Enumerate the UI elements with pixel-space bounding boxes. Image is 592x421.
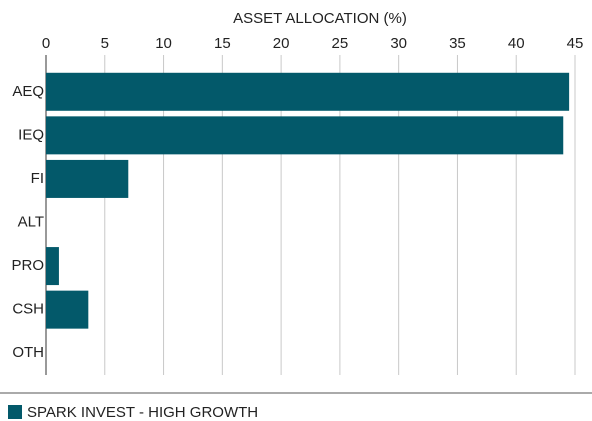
x-tick-label: 10 [155, 35, 172, 52]
bar [46, 72, 570, 111]
x-tick-label: 5 [101, 35, 109, 52]
bar [46, 159, 129, 198]
y-tick-label: OTH [12, 344, 44, 361]
y-tick-label: CSH [12, 301, 44, 318]
y-tick-label: AEQ [12, 83, 44, 100]
x-tick-label: 15 [214, 35, 231, 52]
x-tick-label: 25 [332, 35, 349, 52]
y-tick-label: PRO [11, 257, 44, 274]
legend-label: SPARK INVEST - HIGH GROWTH [27, 404, 258, 421]
y-tick-label: ALT [18, 213, 44, 230]
y-tick-label: IEQ [18, 126, 44, 143]
x-tick-label: 45 [567, 35, 584, 52]
x-tick-label: 40 [508, 35, 525, 52]
x-tick-label: 30 [390, 35, 407, 52]
bar [46, 247, 59, 286]
x-tick-label: 35 [449, 35, 466, 52]
chart-title: ASSET ALLOCATION (%) [233, 10, 407, 27]
bar [46, 290, 89, 329]
bar [46, 116, 564, 155]
x-tick-label: 0 [42, 35, 50, 52]
legend-swatch [8, 405, 22, 419]
y-tick-label: FI [31, 170, 44, 187]
x-tick-label: 20 [273, 35, 290, 52]
